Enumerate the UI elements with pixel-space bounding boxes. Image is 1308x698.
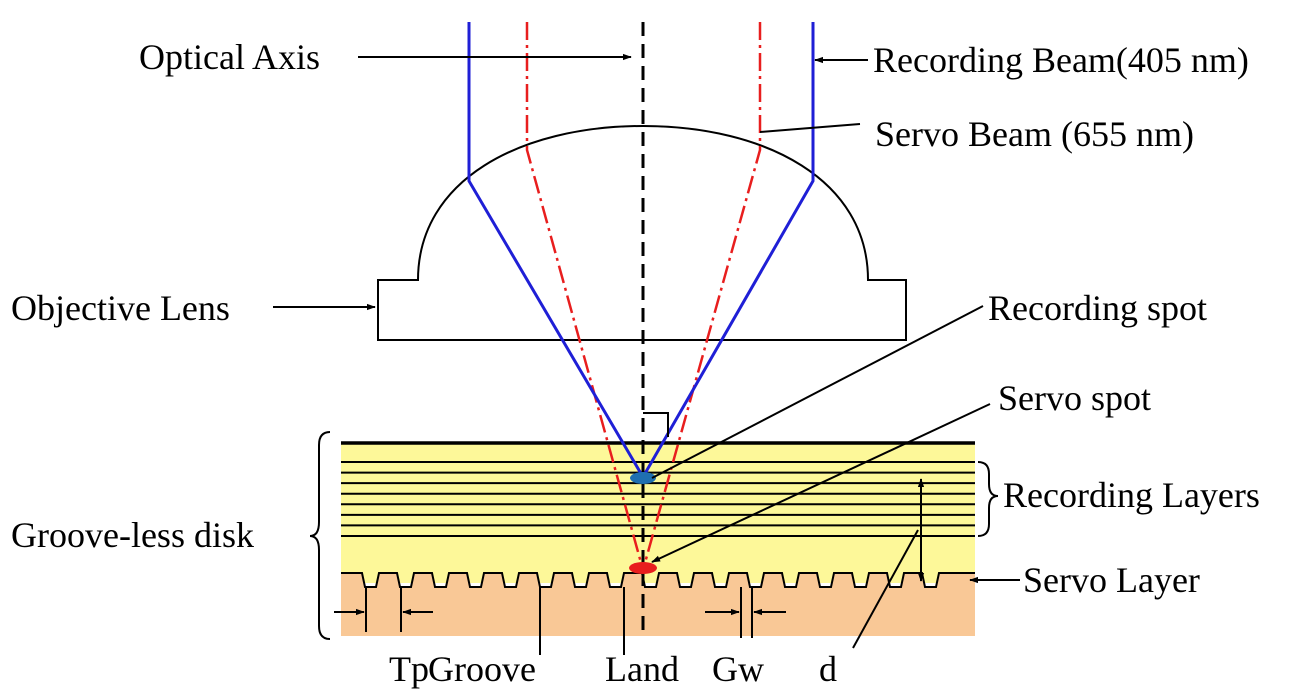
groove-less-disk-label: Groove-less disk xyxy=(11,515,254,555)
d-leader xyxy=(852,529,919,649)
pitch-markers xyxy=(334,587,786,655)
groove-label: Groove xyxy=(428,649,536,689)
d-label: d xyxy=(819,649,837,689)
right-angle-marker xyxy=(643,412,669,437)
servo-spot-label: Servo spot xyxy=(998,378,1151,418)
tp-label: Tp xyxy=(389,649,429,689)
pointer-arrows xyxy=(273,53,1020,584)
servo-beam-label: Servo Beam (655 nm) xyxy=(875,114,1194,154)
recording-spot xyxy=(630,472,656,484)
optical-axis-label: Optical Axis xyxy=(139,37,320,77)
recording-layers-brace xyxy=(977,461,999,537)
servo-layer-label: Servo Layer xyxy=(1023,560,1200,600)
recording-beam-label: Recording Beam(405 nm) xyxy=(873,40,1249,80)
servo-layer-profile xyxy=(341,572,975,588)
groove-less-disk-brace xyxy=(309,431,331,640)
servo-substrate xyxy=(341,573,975,636)
recording-layers xyxy=(341,461,975,537)
recording-beam xyxy=(467,22,815,478)
objective-lens-label: Objective Lens xyxy=(11,288,230,328)
land-label: Land xyxy=(605,649,679,689)
recording-layers-label: Recording Layers xyxy=(1003,475,1260,515)
gw-label: Gw xyxy=(712,649,764,689)
servo-beam xyxy=(525,22,762,571)
servo-spot xyxy=(629,562,657,574)
recording-spot-label: Recording spot xyxy=(988,288,1207,328)
